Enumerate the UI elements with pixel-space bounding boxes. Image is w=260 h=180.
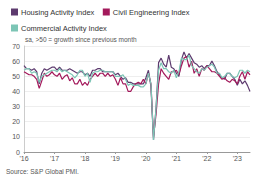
svg-text:'21: '21	[172, 155, 181, 162]
svg-text:Housing Activity Index: Housing Activity Index	[21, 8, 95, 17]
svg-text:Civil Engineering Index: Civil Engineering Index	[113, 8, 190, 17]
svg-text:20: 20	[12, 118, 20, 125]
svg-text:'23: '23	[233, 155, 242, 162]
svg-text:'19: '19	[111, 155, 120, 162]
svg-text:60: 60	[12, 58, 20, 65]
svg-text:Source: S&P Global PMI.: Source: S&P Global PMI.	[6, 168, 79, 175]
svg-text:40: 40	[12, 88, 20, 95]
svg-text:'22: '22	[202, 155, 211, 162]
svg-text:0: 0	[16, 148, 20, 156]
svg-text:50: 50	[12, 73, 20, 80]
svg-text:70: 70	[12, 43, 20, 50]
svg-text:10: 10	[12, 133, 20, 140]
svg-text:30: 30	[12, 103, 20, 110]
svg-text:sa, >50 = growth since previou: sa, >50 = growth since previous month	[25, 36, 137, 44]
svg-text:'20: '20	[141, 155, 150, 162]
svg-text:'17: '17	[50, 155, 59, 162]
svg-text:'18: '18	[80, 155, 89, 162]
svg-text:'16: '16	[19, 155, 28, 162]
svg-text:Commercial Activity Index: Commercial Activity Index	[21, 24, 107, 33]
